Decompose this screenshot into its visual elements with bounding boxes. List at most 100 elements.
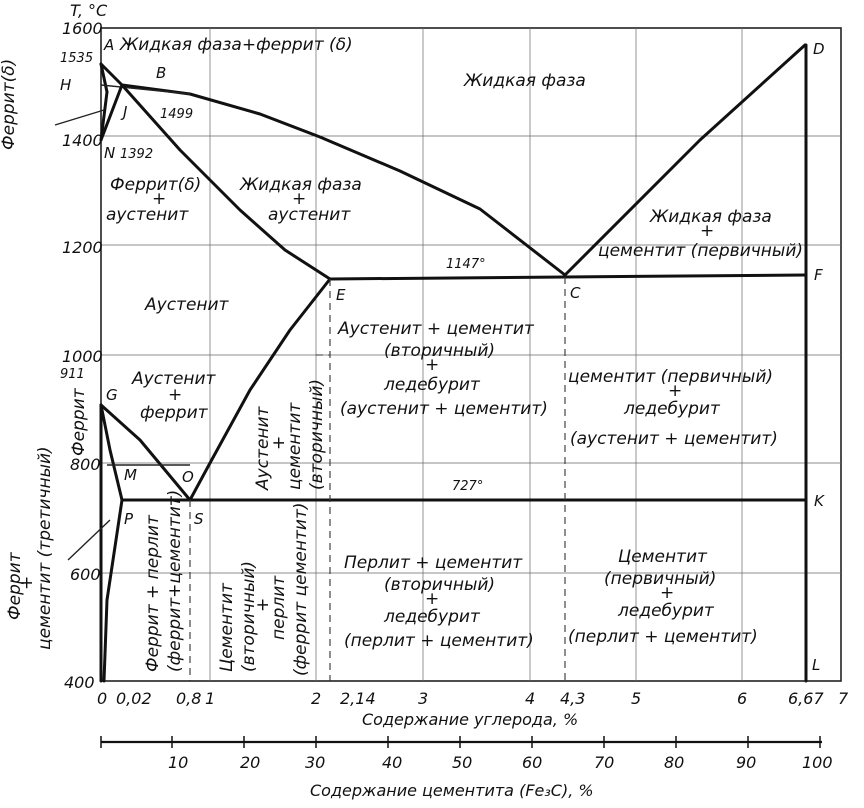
- line-HN: [99, 90, 109, 142]
- x-tick-6: 6: [737, 689, 747, 708]
- label-aust-cem-vert-1: Аустенит: [253, 405, 273, 491]
- grid: [101, 28, 841, 681]
- label-ferrite-pearlite-2: (феррит+цементит): [165, 490, 185, 672]
- line-JN: [99, 83, 124, 142]
- x-tick-4: 4: [525, 689, 535, 708]
- label-cem-pearlite-4: перлит: [269, 575, 289, 640]
- label-cem-led-lower-2: (первичный): [604, 569, 716, 589]
- x2-tick-30: 30: [305, 753, 325, 772]
- x2-axis-title: Содержание цементита (Fe₃C), %: [310, 781, 594, 800]
- temp-911: 911: [60, 367, 85, 382]
- point-labels: A B H J N D E C F G M O P S K L: [60, 36, 825, 674]
- label-ferrite-pearlite-1: Феррит + перлит: [143, 514, 163, 672]
- label-ferrite-delta-side: Феррит(δ): [0, 59, 19, 150]
- x2-tick-60: 60: [522, 753, 542, 772]
- label-liquid-ferrite: Жидкая фаза+феррит (δ): [119, 35, 353, 55]
- pointer-ferrite-cem: [67, 519, 111, 561]
- region-labels: Жидкая фаза+феррит (δ) Жидкая фаза Ферри…: [0, 35, 803, 676]
- label-liquid-austenite-3: аустенит: [268, 205, 351, 225]
- point-S: S: [194, 510, 204, 528]
- label-ferrite-austenite-1: Феррит(δ): [110, 175, 201, 195]
- y-tick-800: 800: [70, 455, 101, 474]
- line-GP: [99, 403, 124, 502]
- x2-tick-10: 10: [168, 753, 188, 772]
- temp-1499: 1499: [160, 107, 193, 122]
- y-tick-1000: 1000: [62, 347, 103, 366]
- solidus-JE: [120, 83, 332, 281]
- label-cem-led-upper-3: ледебурит: [623, 399, 721, 419]
- x-axis: 0 0,02 0,8 1 2 2,14 3 4 4,3 5 6 6,67 7 С…: [97, 689, 849, 729]
- x-tick-5: 5: [631, 689, 641, 708]
- x2-tick-90: 90: [736, 753, 756, 772]
- label-austenite: Аустенит: [144, 295, 230, 315]
- line-AH: [99, 62, 109, 94]
- label-ferrite-cementite-side-1: Феррит: [5, 551, 25, 620]
- y-tick-400: 400: [64, 673, 95, 692]
- label-austenite-ferrite-1: Аустенит: [131, 369, 217, 389]
- x2-tick-100: 100: [802, 753, 833, 772]
- label-pearl-cem-led-1: Перлит + цементит: [344, 553, 523, 573]
- point-P: P: [124, 510, 134, 528]
- label-aust-cem-vert-3: цементит: [285, 402, 305, 490]
- acm-line: [188, 277, 332, 502]
- label-ferrite-side: Феррит: [69, 387, 89, 456]
- x-tick-2: 2: [311, 689, 321, 708]
- label-cem-led-upper-4: (аустенит + цементит): [570, 429, 778, 449]
- liquidus-line: [99, 43, 807, 277]
- label-pearl-cem-led-2: (вторичный): [384, 575, 495, 595]
- a3-line: [99, 403, 192, 502]
- y-tick-1400: 1400: [62, 131, 103, 150]
- label-aust-cem-led-4: ледебурит: [383, 375, 481, 395]
- point-M: M: [124, 466, 137, 484]
- label-aust-cem-led-3: +: [425, 355, 439, 375]
- label-austenite-ferrite-3: феррит: [140, 403, 209, 423]
- peritectic-line: [100, 84, 191, 95]
- label-cem-led-lower-1: Цементит: [618, 547, 708, 567]
- x2-axis: 10 20 30 40 50 60 70 80 90 100 Содержани…: [100, 736, 833, 800]
- label-pearl-cem-led-3: +: [425, 589, 439, 609]
- point-O: O: [182, 468, 194, 486]
- point-B: B: [156, 64, 166, 82]
- label-aust-cem-vert-2: +: [269, 436, 289, 450]
- label-liquid-cementite-1: Жидкая фаза: [649, 207, 772, 227]
- pointer-ferrite: [54, 109, 105, 126]
- label-ferrite-austenite-3: аустенит: [106, 205, 189, 225]
- point-A: A: [103, 36, 114, 54]
- temp-1392: 1392: [120, 147, 153, 162]
- label-aust-cem-led-5: (аустенит + цементит): [340, 399, 548, 419]
- label-pearl-cem-led-5: (перлит + цементит): [344, 631, 534, 651]
- label-cem-led-lower-5: (перлит + цементит): [568, 627, 758, 647]
- temp-727: 727°: [452, 479, 483, 494]
- x2-tick-20: 20: [240, 753, 260, 772]
- y-axis: T, °C 1600 1400 1200 1000 800 600 400: [62, 1, 108, 692]
- point-E: E: [336, 286, 346, 304]
- x-tick-3: 3: [418, 689, 428, 708]
- point-K: K: [814, 492, 825, 510]
- point-N: N: [104, 144, 115, 162]
- label-austenite-ferrite-2: +: [168, 385, 182, 405]
- x-tick-0: 0: [97, 689, 107, 708]
- label-aust-cem-vert-4: (вторичный): [307, 379, 327, 490]
- x-tick-667: 6,67: [788, 689, 824, 708]
- label-liquid-cementite-2: +: [700, 221, 714, 241]
- y-tick-1200: 1200: [62, 238, 103, 257]
- x-tick-08: 0,8: [176, 689, 201, 708]
- label-pearl-cem-led-4: ледебурит: [383, 607, 481, 627]
- x-tick-7: 7: [838, 689, 849, 708]
- label-ferrite-austenite-2: +: [152, 189, 166, 209]
- y-tick-600: 600: [70, 565, 101, 584]
- point-F: F: [814, 266, 823, 284]
- x2-tick-50: 50: [452, 753, 472, 772]
- label-aust-cem-led-1: Аустенит + цементит: [337, 319, 535, 339]
- label-liquid-cementite-3: цементит (первичный): [598, 241, 803, 261]
- label-liquid: Жидкая фаза: [463, 71, 586, 91]
- point-C: C: [570, 284, 581, 302]
- plot-frame: [100, 27, 842, 682]
- x-tick-214: 2,14: [340, 689, 376, 708]
- point-L: L: [812, 656, 820, 674]
- x2-tick-40: 40: [382, 753, 402, 772]
- label-cem-pearlite-5: (феррит цементит): [291, 503, 311, 676]
- line-PQ: [102, 498, 124, 683]
